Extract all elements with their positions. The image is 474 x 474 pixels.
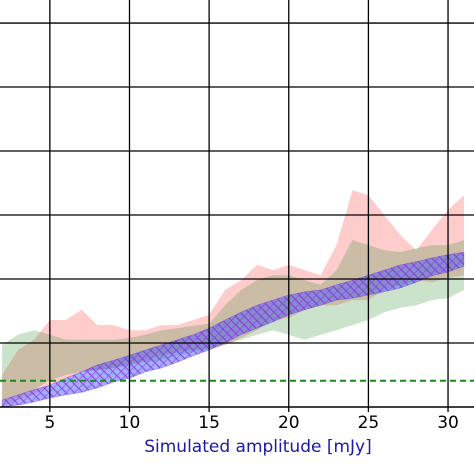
x-tick-label: 15	[198, 413, 220, 433]
band	[2, 190, 464, 407]
x-tick-label: 25	[358, 413, 380, 433]
x-tick-label: 10	[119, 413, 141, 433]
x-tick-label: 20	[278, 413, 300, 433]
band-hatch	[1, 251, 465, 408]
x-tick-label: 30	[437, 413, 459, 433]
x-axis-label: Simulated amplitude [mJy]	[144, 437, 372, 457]
plot-area	[1, 190, 465, 408]
x-tick-label: 5	[44, 413, 55, 433]
